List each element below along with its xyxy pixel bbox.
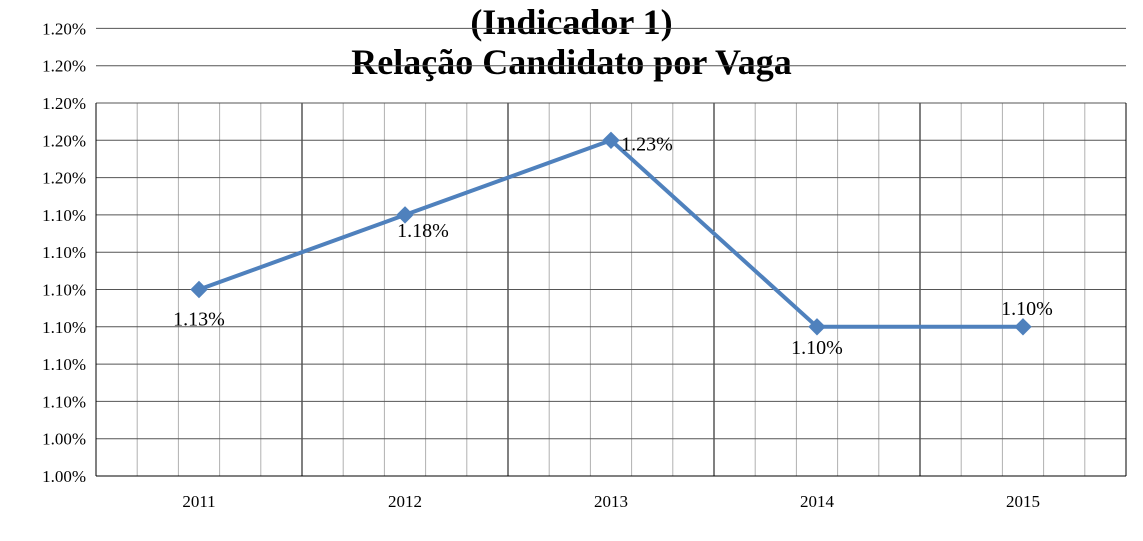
y-tick-label: 1.10% [42, 355, 86, 374]
y-tick-label: 1.20% [42, 57, 86, 76]
data-label: 1.10% [1001, 298, 1053, 320]
data-point-marker [190, 280, 208, 299]
data-label: 1.18% [397, 220, 449, 242]
y-tick-label: 1.20% [42, 94, 86, 113]
chart-title-line-1: (Indicador 1) [470, 2, 673, 42]
y-tick-label: 1.20% [42, 19, 86, 38]
data-label: 1.10% [791, 337, 843, 359]
y-tick-label: 1.20% [42, 169, 86, 188]
y-tick-label: 1.00% [42, 467, 86, 486]
x-tick-label: 2012 [388, 492, 422, 511]
x-tick-label: 2013 [594, 492, 628, 511]
x-tick-label: 2011 [182, 492, 215, 511]
y-tick-label: 1.10% [42, 318, 86, 337]
y-tick-label: 1.00% [42, 430, 86, 449]
y-tick-label: 1.10% [42, 206, 86, 225]
chart-title-line-2: Relação Candidato por Vaga [351, 42, 792, 82]
data-label: 1.23% [621, 133, 673, 155]
series-line [198, 138, 1023, 329]
y-tick-label: 1.10% [42, 281, 86, 300]
y-tick-label: 1.20% [42, 131, 86, 150]
x-tick-label: 2015 [1006, 492, 1040, 511]
data-point-marker [396, 206, 414, 224]
y-tick-label: 1.10% [42, 392, 86, 411]
data-label: 1.13% [173, 309, 225, 331]
data-point-marker [602, 131, 620, 150]
data-point-marker [808, 318, 826, 336]
data-point-marker [1014, 318, 1032, 336]
y-tick-label: 1.10% [42, 243, 86, 262]
x-tick-label: 2014 [800, 492, 835, 511]
